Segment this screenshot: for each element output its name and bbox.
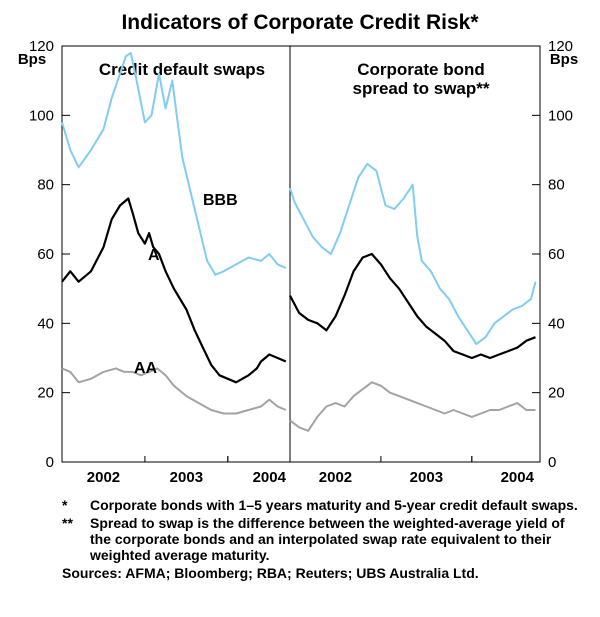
y-tick-label-right-60: 60	[548, 246, 565, 263]
footnote-2-text: Spread to swap is the difference between…	[90, 515, 565, 563]
y-tick-label-left-40: 40	[37, 315, 54, 332]
chart-area: Indicators of Corporate Credit Risk* Cre…	[18, 11, 578, 486]
y-tick-label-left-60: 60	[37, 246, 54, 263]
y-tick-label-right-120: 120	[548, 38, 573, 55]
y-tick-label-left-100: 100	[29, 107, 54, 124]
series-label-aa: AA	[134, 360, 158, 377]
series-label-bbb: BBB	[203, 192, 238, 209]
right-y-unit: Bps	[550, 51, 578, 68]
right-panel-title-line1: Corporate bond	[357, 60, 485, 79]
footnote-1-text: Corporate bonds with 1–5 years maturity …	[90, 497, 578, 513]
plot-frame	[61, 45, 541, 463]
y-tick-label-left-80: 80	[37, 177, 54, 194]
x-tick-label-p0-2002: 2002	[87, 469, 120, 486]
series-line-aa-panel2	[289, 381, 536, 432]
right-panel-title-line2: spread to swap**	[353, 79, 490, 98]
footnote-2-mark: **	[62, 515, 73, 531]
footnote-1-mark: *	[62, 497, 68, 513]
series-line-bbb-panel2	[289, 162, 537, 346]
y-tick-label-left-0: 0	[46, 454, 54, 471]
footnote-1: * Corporate bonds with 1–5 years maturit…	[62, 497, 582, 513]
x-tick-label-p1-2002: 2002	[319, 469, 352, 486]
sources: Sources: AFMA; Bloomberg; RBA; Reuters; …	[62, 565, 479, 581]
left-panel-title: Credit default swaps	[99, 60, 265, 79]
chart-title: Indicators of Corporate Credit Risk*	[121, 11, 479, 34]
footnote-2: ** Spread to swap is the difference betw…	[62, 515, 582, 563]
grid-layer: 0 20 40 60 80 100 120 2002 2003 2004 0 20 40 60 80 100 1…	[29, 38, 573, 486]
x-tick-label-p1-2003: 2003	[410, 469, 443, 486]
x-tick-label-p0-2004: 2004	[253, 469, 287, 486]
x-tick-label-p1-2004: 2004	[501, 469, 535, 486]
y-tick-label-left-120: 120	[29, 38, 54, 55]
x-tick-label-p0-2003: 2003	[170, 469, 203, 486]
left-y-unit: Bps	[18, 51, 46, 68]
y-tick-label-right-80: 80	[548, 177, 565, 194]
y-tick-label-right-20: 20	[548, 385, 565, 402]
series-line-a-panel1	[61, 197, 287, 384]
y-tick-label-left-20: 20	[37, 385, 54, 402]
series-line-aa-panel1	[61, 367, 287, 415]
series-line-a-panel2	[289, 252, 536, 360]
series-label-a: A	[148, 247, 160, 264]
y-tick-label-right-40: 40	[548, 315, 565, 332]
y-tick-label-right-0: 0	[548, 454, 556, 471]
y-tick-label-right-100: 100	[548, 107, 573, 124]
series-line-bbb-panel1	[61, 51, 287, 276]
footnotes: * Corporate bonds with 1–5 years maturit…	[62, 497, 582, 581]
series-layer	[61, 51, 537, 432]
